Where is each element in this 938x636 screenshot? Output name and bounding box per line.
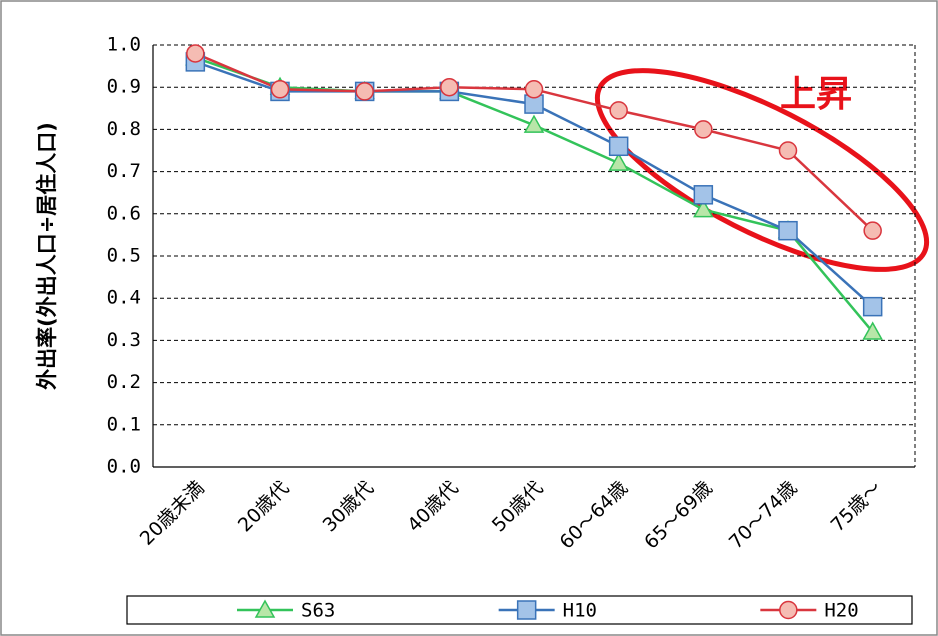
- data-point: [523, 114, 545, 133]
- highlight-ellipse: [594, 68, 930, 272]
- y-tick-label: 1.0: [107, 34, 141, 56]
- data-point: [186, 44, 205, 63]
- annotation: 上昇: [780, 74, 852, 115]
- data-point: [693, 199, 714, 218]
- data-point: [694, 120, 713, 139]
- legend-label: S63: [301, 600, 335, 622]
- data-point: [440, 77, 459, 97]
- data-point: [863, 221, 882, 240]
- legend-marker: [779, 600, 798, 620]
- data-point: [862, 321, 883, 340]
- data-point: [524, 80, 544, 99]
- y-axis-label: 外出率(外出人口÷居住人口): [35, 122, 59, 390]
- data-point: [778, 220, 798, 241]
- data-point: [608, 152, 629, 171]
- legend-marker: [254, 599, 276, 618]
- data-point: [609, 101, 628, 120]
- y-tick-label: 0.3: [107, 329, 141, 351]
- legend-marker: [516, 600, 537, 620]
- y-tick-label: 0.1: [107, 413, 141, 435]
- data-point: [693, 185, 714, 205]
- data-point: [862, 296, 883, 317]
- data-point: [355, 82, 374, 101]
- y-tick-label: 0.2: [107, 371, 141, 393]
- legend-label: H20: [824, 600, 858, 622]
- data-point: [270, 80, 290, 99]
- y-tick-label: 0.9: [107, 76, 141, 98]
- y-tick-label: 0.5: [107, 245, 141, 267]
- legend-label: H10: [563, 600, 597, 622]
- y-tick-label: 0.6: [107, 202, 141, 224]
- data-point: [778, 141, 798, 160]
- y-tick-label: 0.4: [107, 287, 141, 309]
- y-tick-label: 0.0: [107, 456, 141, 478]
- y-tick-label: 0.8: [107, 118, 141, 140]
- data-point: [608, 136, 629, 157]
- y-tick-label: 0.7: [107, 160, 141, 182]
